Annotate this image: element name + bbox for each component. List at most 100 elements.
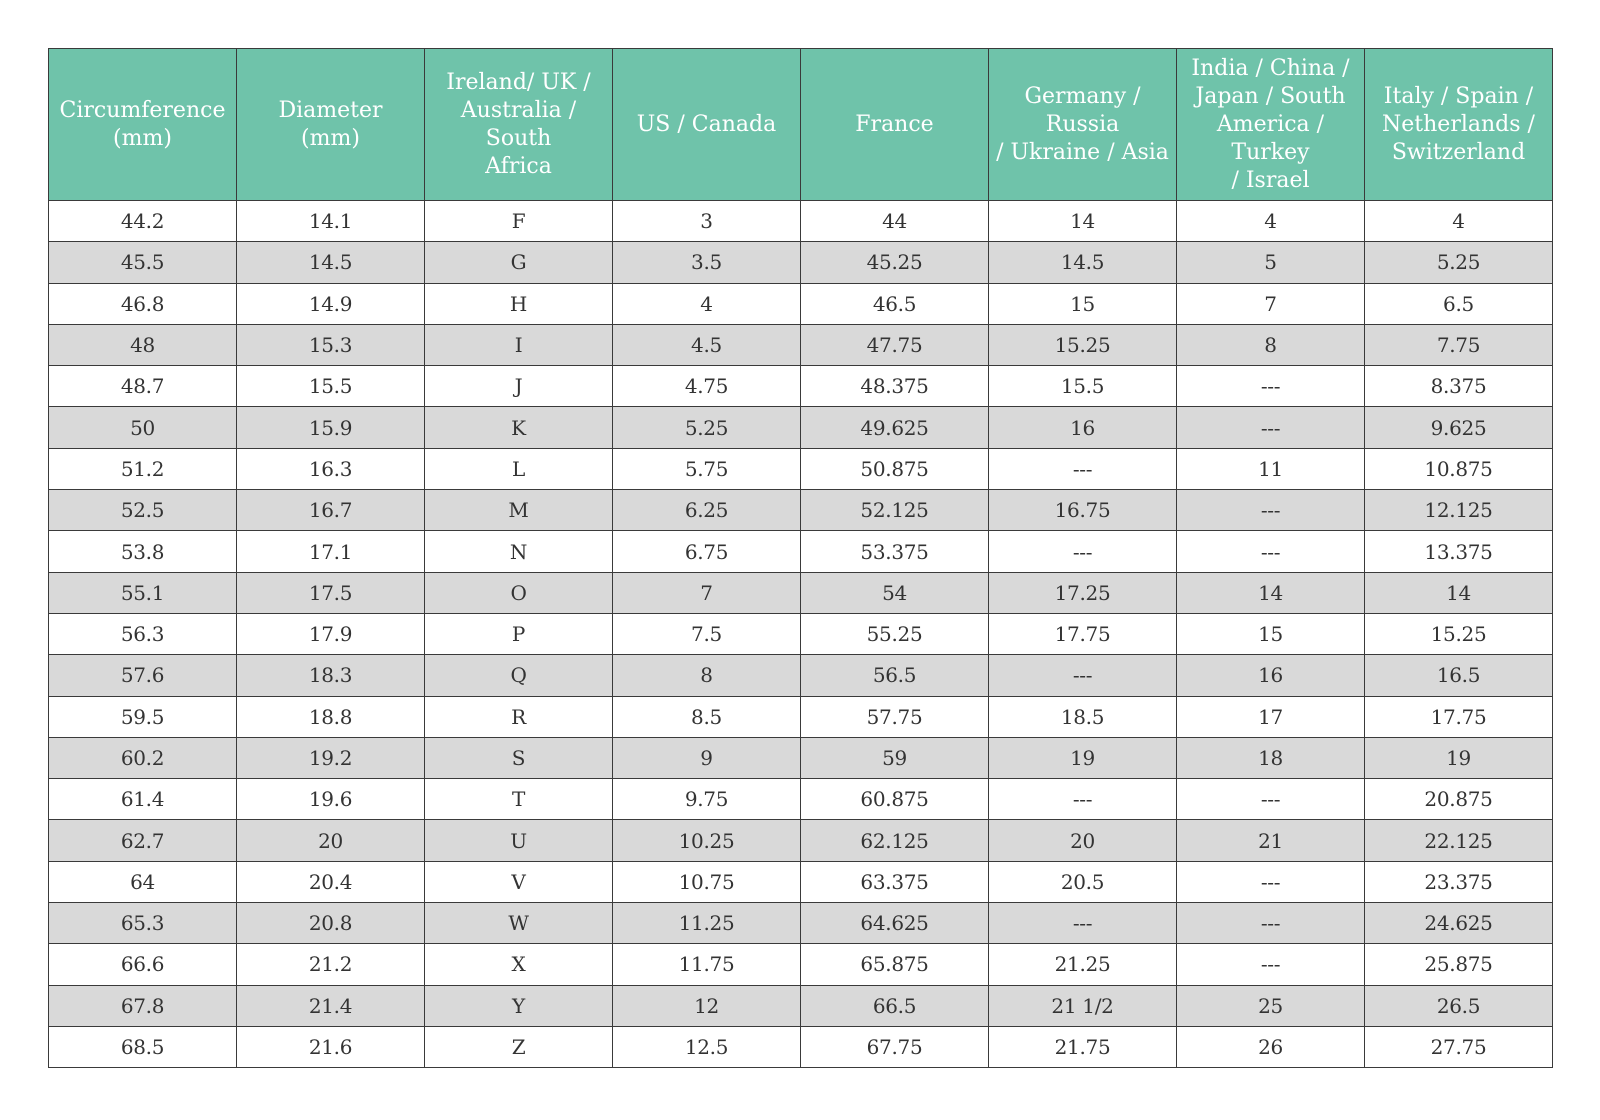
table-cell: 12.5 bbox=[612, 1025, 801, 1069]
table-cell: Q bbox=[424, 654, 613, 697]
table-cell: --- bbox=[1176, 778, 1365, 821]
table-cell: 6.25 bbox=[612, 489, 801, 532]
table-cell: 14.9 bbox=[236, 282, 425, 325]
table-cell: 68.5 bbox=[48, 1025, 237, 1069]
table-cell: 14.5 bbox=[988, 241, 1177, 284]
table-cell: 19 bbox=[988, 736, 1177, 780]
table-cell: 5.75 bbox=[612, 447, 801, 491]
table-row: 67.8 21.4 Y 12 66.5 21 1/2 25 26.5 bbox=[48, 984, 1553, 1027]
table-cell: 50 bbox=[48, 406, 237, 449]
table-cell: 55.25 bbox=[800, 612, 989, 656]
table-cell: 16 bbox=[988, 406, 1177, 449]
table-header: Circumference (mm) Diameter (mm) Ireland/ UK… bbox=[48, 48, 1553, 201]
table-row: 57.6 18.3 Q 8 56.5 --- 16 16.5 bbox=[48, 654, 1553, 697]
table-cell: --- bbox=[988, 654, 1177, 697]
table-cell: X bbox=[424, 943, 613, 986]
table-cell: 5.25 bbox=[1364, 241, 1553, 284]
table-cell: 45.5 bbox=[48, 241, 237, 284]
table-cell: 49.625 bbox=[800, 406, 989, 449]
table-row: 48.7 15.5 J 4.75 48.375 15.5 --- 8.375 bbox=[48, 365, 1553, 408]
table-cell: O bbox=[424, 571, 613, 614]
table-cell: 3 bbox=[612, 199, 801, 243]
table-cell: 10.875 bbox=[1364, 447, 1553, 491]
table-cell: 26.5 bbox=[1364, 984, 1553, 1027]
table-cell: 44.2 bbox=[48, 199, 237, 243]
table-row: 45.5 14.5 G 3.5 45.25 14.5 5 5.25 bbox=[48, 241, 1553, 284]
table-cell: 15.25 bbox=[988, 323, 1177, 367]
ring-size-chart: Circumference (mm) Diameter (mm) Ireland/ UK… bbox=[48, 48, 1553, 1069]
table-cell: H bbox=[424, 282, 613, 325]
table-row: 52.5 16.7 M 6.25 52.125 16.75 --- 12.125 bbox=[48, 489, 1553, 532]
table-cell: 67.75 bbox=[800, 1025, 989, 1069]
table-cell: R bbox=[424, 695, 613, 738]
table-row: 62.7 20 U 10.25 62.125 20 21 22.125 bbox=[48, 819, 1553, 862]
table-cell: 21 bbox=[1176, 819, 1365, 862]
table-cell: S bbox=[424, 736, 613, 780]
table-cell: 53.8 bbox=[48, 530, 237, 573]
table-cell: 15.9 bbox=[236, 406, 425, 449]
table-cell: 15 bbox=[1176, 612, 1365, 656]
table-cell: 66.5 bbox=[800, 984, 989, 1027]
table-cell: 11.75 bbox=[612, 943, 801, 986]
table-cell: 27.75 bbox=[1364, 1025, 1553, 1069]
table-cell: 17.75 bbox=[988, 612, 1177, 656]
table-cell: 60.2 bbox=[48, 736, 237, 780]
table-cell: 17 bbox=[1176, 695, 1365, 738]
table-cell: --- bbox=[988, 447, 1177, 491]
table-cell: 15 bbox=[988, 282, 1177, 325]
table-cell: P bbox=[424, 612, 613, 656]
table-cell: 55.1 bbox=[48, 571, 237, 614]
table-cell: 8.375 bbox=[1364, 365, 1553, 408]
table-cell: 59 bbox=[800, 736, 989, 780]
table-cell: 15.3 bbox=[236, 323, 425, 367]
header-france: France bbox=[800, 48, 989, 201]
table-cell: 64.625 bbox=[800, 902, 989, 945]
table-cell: 4 bbox=[1364, 199, 1553, 243]
table-cell: 19.2 bbox=[236, 736, 425, 780]
table-cell: 5 bbox=[1176, 241, 1365, 284]
table-cell: 46.8 bbox=[48, 282, 237, 325]
table-cell: 13.375 bbox=[1364, 530, 1553, 573]
table-cell: V bbox=[424, 860, 613, 904]
table-cell: 61.4 bbox=[48, 778, 237, 821]
table-cell: 20.875 bbox=[1364, 778, 1553, 821]
table-cell: 18.8 bbox=[236, 695, 425, 738]
header-germany-russia-ukraine-asia: Germany / Russia / Ukraine / Asia bbox=[988, 48, 1177, 201]
table-cell: 12 bbox=[612, 984, 801, 1027]
table-cell: --- bbox=[1176, 365, 1365, 408]
table-cell: Y bbox=[424, 984, 613, 1027]
table-cell: 56.5 bbox=[800, 654, 989, 697]
table-cell: M bbox=[424, 489, 613, 532]
table-cell: --- bbox=[988, 778, 1177, 821]
table-cell: 14 bbox=[988, 199, 1177, 243]
table-cell: G bbox=[424, 241, 613, 284]
table-cell: 48 bbox=[48, 323, 237, 367]
table-cell: 10.75 bbox=[612, 860, 801, 904]
table-cell: 18 bbox=[1176, 736, 1365, 780]
table-cell: 14.1 bbox=[236, 199, 425, 243]
table-row: 44.2 14.1 F 3 44 14 4 4 bbox=[48, 199, 1553, 243]
table-cell: 11 bbox=[1176, 447, 1365, 491]
table-row: 65.3 20.8 W 11.25 64.625 --- --- 24.625 bbox=[48, 902, 1553, 945]
table-cell: 45.25 bbox=[800, 241, 989, 284]
table-cell: L bbox=[424, 447, 613, 491]
table-cell: 7.5 bbox=[612, 612, 801, 656]
table-cell: 25.875 bbox=[1364, 943, 1553, 986]
header-us-canada: US / Canada bbox=[612, 48, 801, 201]
table-cell: 21 1/2 bbox=[988, 984, 1177, 1027]
header-ireland-uk-australia-south-africa: Ireland/ UK / Australia / South Africa bbox=[424, 48, 613, 201]
table-row: 53.8 17.1 N 6.75 53.375 --- --- 13.375 bbox=[48, 530, 1553, 573]
table-cell: I bbox=[424, 323, 613, 367]
table-cell: 5.25 bbox=[612, 406, 801, 449]
table-cell: 67.8 bbox=[48, 984, 237, 1027]
table-cell: 17.25 bbox=[988, 571, 1177, 614]
table-cell: 17.5 bbox=[236, 571, 425, 614]
table-cell: 16.5 bbox=[1364, 654, 1553, 697]
table-cell: 54 bbox=[800, 571, 989, 614]
table-cell: 59.5 bbox=[48, 695, 237, 738]
table-cell: T bbox=[424, 778, 613, 821]
table-row: 51.2 16.3 L 5.75 50.875 --- 11 10.875 bbox=[48, 447, 1553, 491]
table-row: 55.1 17.5 O 7 54 17.25 14 14 bbox=[48, 571, 1553, 614]
table-cell: 21.2 bbox=[236, 943, 425, 986]
table-cell: --- bbox=[1176, 406, 1365, 449]
